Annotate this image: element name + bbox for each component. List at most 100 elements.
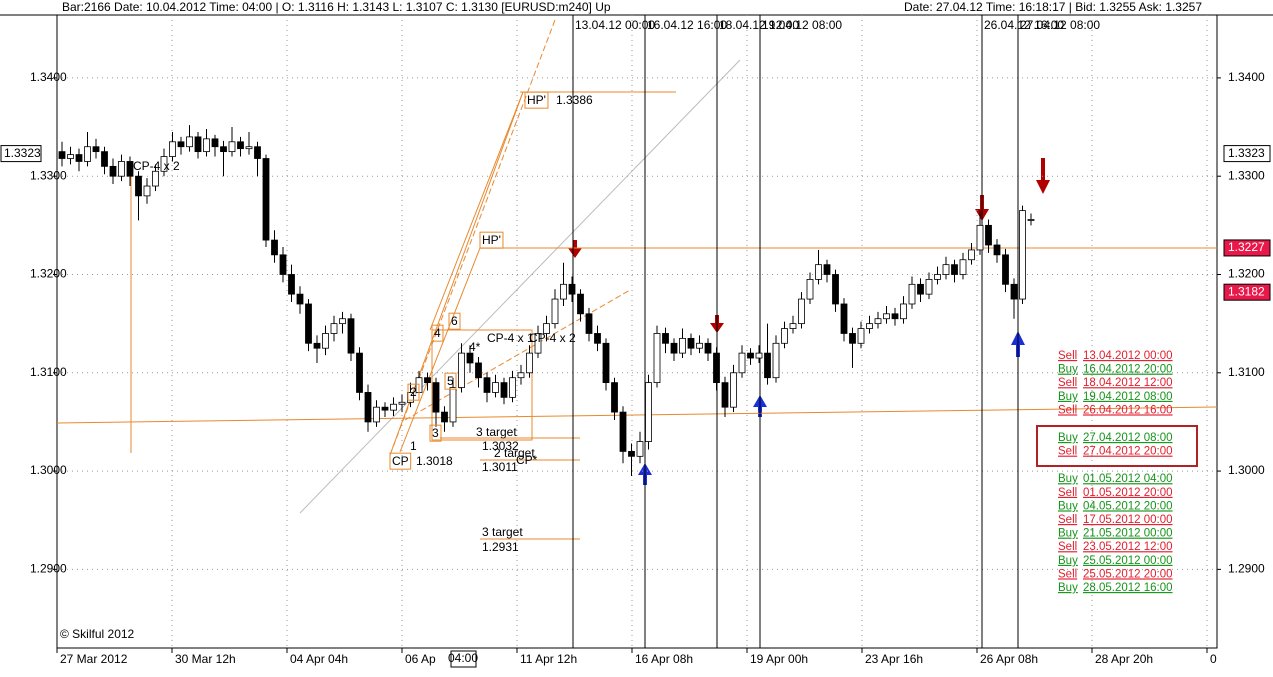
x-tick-label: 06 Ap [405,652,436,666]
candle-body [67,154,74,159]
candle-body [713,352,720,384]
price-label: 1.3323 [4,146,41,160]
candle-body [976,224,984,251]
candle-body [92,146,100,153]
signal-time: 17.05.2012 00:00 [1083,514,1173,526]
candle-body [543,323,550,334]
signal-side: Buy [1058,555,1078,567]
signal-time: 28.05.2012 16:00 [1083,582,1173,594]
annotation: 2 [410,385,417,399]
event-label: 13.04.12 00:00 [575,18,655,32]
gray-line [299,59,741,514]
candle-body [636,441,644,457]
annotation: CP* [516,453,538,467]
y-tick-label: 1.3300 [1228,168,1265,182]
candle-body [228,141,236,153]
candle-body [237,141,244,150]
y-tick-label: 1.3200 [30,267,67,281]
candle-body [424,377,431,384]
annotation: CP-4 x 2 [133,159,180,173]
candle-body [101,151,108,167]
candle-body [177,141,185,148]
candle-body [687,337,695,349]
annotation: HP' [527,93,546,107]
cursor-time: 04:00 [448,651,478,665]
trend-line [56,406,1218,424]
annotation: 1 [410,439,417,453]
candle-body [390,403,397,411]
candle-body [432,382,440,413]
candle-body [900,303,907,320]
candle-body [645,382,652,442]
candle-body [789,323,797,329]
candle-body [262,158,270,241]
candle-body [347,318,355,354]
price-box [1223,283,1271,301]
candle-body [483,377,491,393]
candle-body [373,406,380,423]
annotation-box [431,324,444,342]
candle-body [755,352,763,359]
candle-body [526,352,533,374]
annotation-box [429,424,442,442]
y-tick-label: 1.3000 [30,463,67,477]
annotation: 3 target [476,425,517,439]
candle-body [296,293,304,305]
candle-body [568,283,576,295]
annotation: 5 [447,374,454,388]
candle-body [934,274,941,280]
candle-body [738,352,746,374]
candle-body [1027,219,1035,221]
event-label: 16.04.12 16:00 [647,18,727,32]
y-tick-label: 1.3100 [30,365,67,379]
candle-body [1002,254,1009,285]
candle-body [815,264,822,280]
signal-time: 01.05.2012 20:00 [1083,487,1173,499]
candle-body [534,333,542,354]
candle-body [993,244,1001,256]
candle-body [806,279,814,300]
annotation-box [479,231,504,249]
annotation: 3 target [482,525,523,539]
candle-body [704,342,712,354]
candle-body [764,352,771,379]
price-box [1223,145,1271,163]
signal-side: Sell [1058,487,1077,499]
price-label: 1.3227 [1228,240,1265,254]
annotation: CP-4 x 2 [529,331,576,345]
candle-body [135,175,142,197]
candle-body [866,323,873,329]
candle-body [560,283,567,300]
candle-body [313,342,321,349]
fan-line [404,289,631,421]
x-tick-label: 27 Mar 2012 [60,652,128,666]
x-tick-label: 30 Mar 12h [175,652,236,666]
signal-side: Buy [1058,528,1078,540]
candle-body [577,293,584,315]
candle-body [883,313,890,320]
candle-body [874,318,882,325]
signal-time: 25.05.2012 20:00 [1083,568,1173,580]
x-tick-label: 26 Apr 08h [980,652,1038,666]
signal-time: 13.04.2012 00:00 [1083,350,1173,362]
annotation-box [524,91,549,109]
candle-body [58,151,66,159]
candle-body [517,372,525,379]
candle-body [305,303,312,344]
signal-side: Sell [1058,541,1077,553]
candle-body [832,274,839,305]
annotation: CP-4 x 1 [487,331,534,345]
annotation: 4* [469,340,481,354]
price-label: 1.3323 [1228,146,1265,160]
signal-side: Buy [1058,364,1078,376]
signal-side: Sell [1058,404,1077,416]
candle-body [381,406,389,411]
candle-body [84,146,91,162]
candle-body [653,333,661,384]
annotation-box [389,452,412,470]
candle-body [917,283,924,295]
candle-body [696,342,703,349]
candle-body [721,382,729,408]
candle-body [891,313,899,320]
